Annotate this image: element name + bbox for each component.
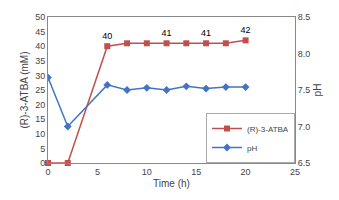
svg-text:pH: pH (312, 84, 323, 97)
svg-text:45: 45 (35, 27, 45, 37)
svg-text:25: 25 (35, 85, 45, 95)
svg-text:7.5: 7.5 (298, 85, 311, 95)
svg-text:40: 40 (102, 31, 112, 41)
svg-text:5: 5 (95, 167, 100, 177)
svg-text:0: 0 (45, 167, 50, 177)
svg-text:Time (h): Time (h) (153, 178, 190, 189)
svg-text:8.5: 8.5 (298, 12, 311, 22)
svg-text:20: 20 (35, 100, 45, 110)
svg-text:35: 35 (35, 56, 45, 66)
svg-text:pH: pH (247, 144, 257, 153)
svg-text:8.0: 8.0 (298, 49, 311, 59)
svg-text:5: 5 (40, 144, 45, 154)
svg-text:30: 30 (35, 71, 45, 81)
svg-text:15: 15 (35, 114, 45, 124)
svg-text:6.5: 6.5 (298, 158, 311, 168)
svg-text:41: 41 (201, 28, 211, 38)
svg-text:15: 15 (191, 167, 201, 177)
svg-text:41: 41 (162, 28, 172, 38)
svg-text:42: 42 (241, 25, 251, 35)
svg-text:7.0: 7.0 (298, 122, 311, 132)
svg-text:10: 10 (35, 129, 45, 139)
svg-text:10: 10 (142, 167, 152, 177)
svg-text:40: 40 (35, 41, 45, 51)
svg-text:25: 25 (290, 167, 300, 177)
svg-text:20: 20 (241, 167, 251, 177)
svg-text:0: 0 (40, 158, 45, 168)
svg-text:(R)-3-ATBA: (R)-3-ATBA (247, 125, 289, 134)
svg-text:50: 50 (35, 12, 45, 22)
svg-text:(R)-3-ATBA (mM): (R)-3-ATBA (mM) (19, 51, 30, 128)
